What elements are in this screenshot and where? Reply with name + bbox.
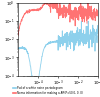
Legend: Psd of a white noise periodogram, Noma information for making a AR(P=50,0, 0, 0): Psd of a white noise periodogram, Noma i… bbox=[13, 86, 83, 95]
